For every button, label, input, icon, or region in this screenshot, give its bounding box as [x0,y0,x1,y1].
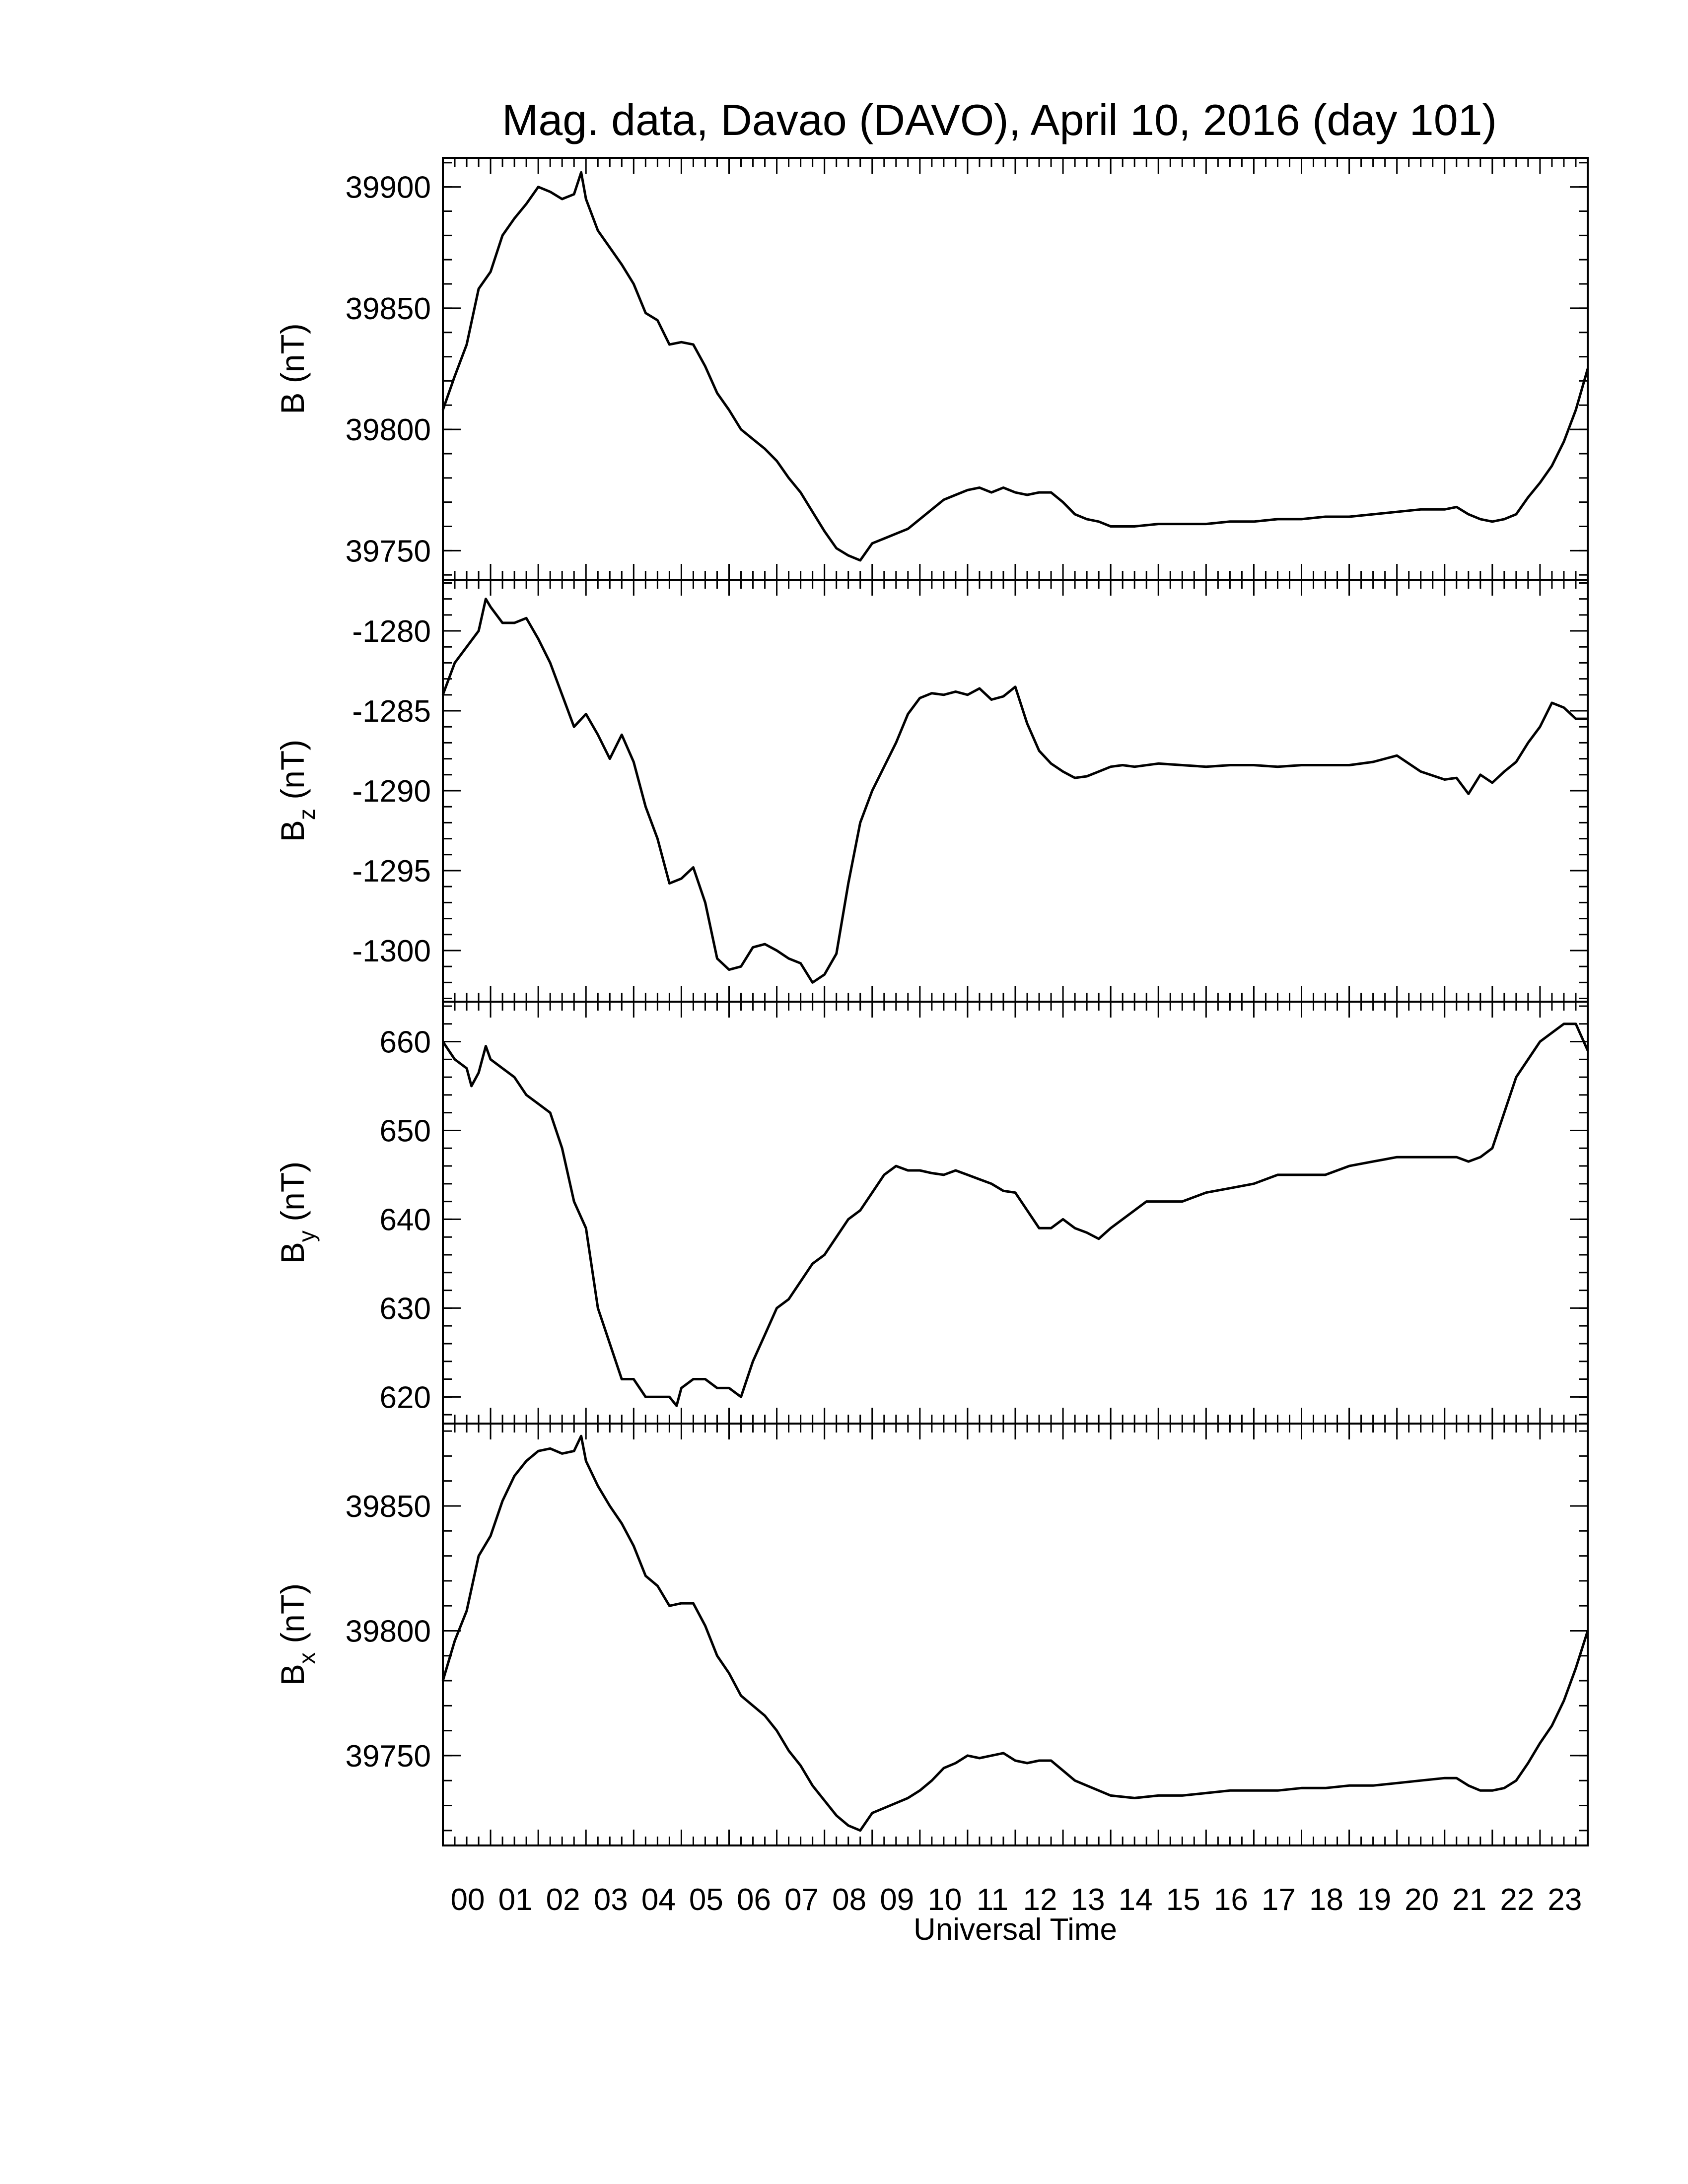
y-tick-label: 39850 [346,1490,431,1524]
x-tick-label: 04 [641,1883,676,1917]
y-tick-label: 39900 [346,171,431,205]
y-tick-label: -1285 [352,694,431,729]
x-tick-label: 07 [784,1883,819,1917]
y-label-subscript: y [294,1230,320,1242]
y-label-subscript: x [294,1652,320,1664]
data-trace [441,1434,1589,1832]
y-label-subscript: z [294,809,320,820]
x-tick-label: 10 [927,1883,962,1917]
x-tick-label: 15 [1166,1883,1200,1917]
x-tick-label: 00 [451,1883,485,1917]
y-tick-label: 630 [380,1292,431,1326]
y-axis-label: B (nT) [274,323,311,414]
y-tick-label: 39800 [346,1614,431,1648]
y-label-symbol: B [274,820,311,842]
y-label-unit: (nT) [274,323,311,392]
y-tick-label: 39850 [346,292,431,326]
y-tick-label: 660 [380,1025,431,1060]
x-tick-label: 08 [832,1883,866,1917]
y-tick-label: 650 [380,1114,431,1148]
y-tick-label: -1290 [352,774,431,809]
x-tick-label: 01 [498,1883,533,1917]
y-axis-label: Bz (nT) [274,740,320,842]
x-tick-label: 17 [1262,1883,1296,1917]
x-tick-label: 02 [546,1883,580,1917]
data-trace [441,171,1589,562]
x-tick-label: 18 [1309,1883,1343,1917]
y-tick-label: -1295 [352,854,431,888]
data-trace [441,1023,1589,1407]
x-tick-label: 21 [1452,1883,1486,1917]
panel-2: -1300 -1295 -1290 -1285 -1280 Bz (nT) [274,579,1589,1003]
panel-4: 39750 39800 39850 Bx (nT) [274,1423,1589,1846]
x-axis-label: Universal Time [914,1912,1117,1947]
panel-frame [442,579,1589,1003]
y-tick-label: 640 [380,1203,431,1237]
x-tick-labels: 00 01 02 03 04 05 06 07 08 09 10 11 12 13 14 15 16 17 18 19… [451,1883,1582,1917]
y-axis-label: Bx (nT) [274,1583,320,1686]
x-tick-label: 14 [1119,1883,1153,1917]
x-tick-label: 20 [1405,1883,1439,1917]
y-tick-label: -1300 [352,934,431,968]
y-axis-label: By (nT) [274,1161,320,1264]
panels-group: 39750 39800 39850 39900 B (nT) -1300 -1295 -129… [274,157,1589,1846]
data-trace [441,598,1588,984]
y-label-unit: (nT) [274,1161,311,1230]
x-tick-label: 19 [1357,1883,1391,1917]
y-label-symbol: B [274,1242,311,1264]
x-tick-label: 09 [880,1883,914,1917]
y-tick-label: 620 [380,1380,431,1415]
x-tick-label: 22 [1500,1883,1534,1917]
chart-title: Mag. data, Davao (DAVO), April 10, 2016 … [502,95,1497,144]
panel-1: 39750 39800 39850 39900 B (nT) [274,157,1589,581]
x-tick-label: 11 [977,1883,1008,1917]
x-tick-label: 23 [1547,1883,1582,1917]
y-label-unit: (nT) [274,1583,311,1652]
x-tick-label: 12 [1023,1883,1057,1917]
x-tick-label: 13 [1071,1883,1105,1917]
y-tick-label: -1280 [352,614,431,649]
y-tick-label: 39750 [346,534,431,568]
y-tick-label: 39800 [346,413,431,447]
y-label-symbol: B [274,393,311,414]
panel-frame [442,157,1589,581]
x-tick-label: 16 [1214,1883,1248,1917]
x-tick-label: 06 [737,1883,771,1917]
panel-3: 620 630 640 650 660 By (nT) [274,1001,1589,1425]
y-tick-label: 39750 [346,1739,431,1774]
x-tick-label: 03 [594,1883,628,1917]
y-label-unit: (nT) [274,740,311,809]
x-tick-label: 05 [689,1883,723,1917]
y-label-symbol: B [274,1664,311,1686]
